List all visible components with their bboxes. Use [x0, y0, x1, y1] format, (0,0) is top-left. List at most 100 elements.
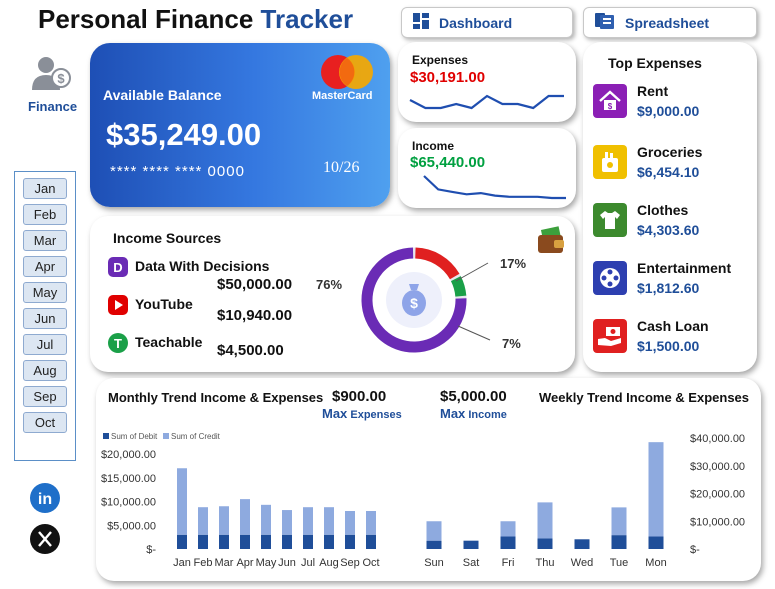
bar-debit	[261, 534, 271, 549]
weekly-trend-title: Weekly Trend Income & Expenses	[539, 390, 750, 405]
shirt-icon	[593, 203, 627, 237]
y-tick-label: $15,000.00	[101, 473, 156, 485]
bar-credit	[240, 499, 250, 535]
bar-credit	[282, 510, 292, 535]
donut-label-left: 76%	[316, 277, 342, 292]
bar-credit	[324, 507, 334, 535]
income-sources-card: Income Sources D Data With Decisions $50,0…	[90, 216, 575, 372]
available-balance-label: Available Balance	[103, 87, 222, 103]
bar-credit	[177, 468, 187, 535]
top-expenses-card: Top Expenses $ Rent $9,000.00 Groceries $6,4…	[583, 42, 757, 372]
x-tick-label: May	[256, 557, 277, 569]
max-expenses-word2: Expenses	[350, 409, 402, 421]
spreadsheet-button[interactable]: Spreadsheet	[583, 7, 757, 38]
month-button-oct[interactable]: Oct	[23, 412, 67, 433]
svg-text:$: $	[410, 295, 418, 311]
income-source-amount: $4,500.00	[217, 342, 284, 359]
y-tick-label: $10,000.00	[690, 516, 745, 528]
max-expenses-word1: Max	[322, 406, 348, 421]
month-button-aug[interactable]: Aug	[23, 360, 67, 381]
income-source-amount: $50,000.00	[217, 276, 293, 293]
x-tick-label: Sun	[424, 557, 444, 569]
income-sources-title: Income Sources	[113, 230, 222, 246]
y-tick-label: $10,000.00	[101, 497, 156, 509]
bar-debit	[282, 534, 292, 549]
top-expense-name: Clothes	[637, 202, 689, 218]
finance-label: Finance	[28, 99, 78, 114]
y-tick-label: $20,000.00	[101, 449, 156, 461]
bar-debit	[240, 534, 250, 549]
month-button-mar[interactable]: Mar	[23, 230, 67, 251]
max-income-value: $5,000.00	[440, 388, 507, 405]
month-button-jul[interactable]: Jul	[23, 334, 67, 355]
youtube-icon	[107, 294, 129, 321]
svg-text:T: T	[114, 336, 122, 351]
x-tick-label: Mar	[215, 557, 234, 569]
mastercard-logo-icon	[316, 54, 378, 97]
finance-user-icon: $	[30, 54, 72, 99]
linkedin-icon[interactable]: in	[29, 482, 61, 519]
film-reel-icon	[593, 261, 627, 295]
x-tick-label: Fri	[502, 557, 515, 569]
top-expense-amount: $1,812.60	[637, 280, 700, 296]
legend-debit-swatch	[103, 433, 109, 439]
income-donut-chart: $ 76% 17% 7%	[316, 247, 526, 353]
x-tick-label: Jun	[278, 557, 296, 569]
bar-credit	[611, 507, 627, 536]
dashboard-label: Dashboard	[439, 14, 513, 31]
card-brand-label: MasterCard	[312, 90, 373, 102]
bar-credit	[500, 521, 516, 537]
top-expense-name: Cash Loan	[637, 318, 709, 334]
trend-charts: Sum of Debit Sum of Credit $- $5,000.00 $10,…	[101, 432, 745, 569]
x-tick-label: Apr	[236, 557, 253, 569]
bar-credit	[345, 511, 355, 535]
month-button-may[interactable]: May	[23, 282, 67, 303]
donut-label-bottom-right: 7%	[502, 336, 521, 351]
month-button-apr[interactable]: Apr	[23, 256, 67, 277]
title-part2: Tracker	[260, 4, 354, 34]
x-tick-label: Sep	[340, 557, 360, 569]
ddd-logo-icon: D	[107, 256, 129, 283]
teachable-icon: T	[107, 332, 129, 359]
y-tick-label: $-	[146, 544, 156, 556]
bar-credit	[198, 507, 208, 535]
legend-credit-swatch	[163, 433, 169, 439]
bar-debit	[345, 534, 355, 549]
month-button-jun[interactable]: Jun	[23, 308, 67, 329]
donut-slice-data-with-decisions	[361, 247, 467, 353]
bar-debit	[574, 539, 590, 549]
bar-debit	[463, 540, 479, 549]
bar-credit	[426, 521, 442, 541]
top-expense-name: Groceries	[637, 144, 703, 160]
svg-text:in: in	[38, 491, 52, 508]
legend-credit-label: Sum of Credit	[171, 432, 221, 441]
y-tick-label: $40,000.00	[690, 433, 745, 445]
top-expenses-title: Top Expenses	[608, 55, 702, 71]
dashboard-button[interactable]: Dashboard	[401, 7, 573, 38]
income-source-name: YouTube	[135, 296, 193, 312]
expenses-sparkline	[409, 94, 564, 110]
income-card: Income $65,440.00	[398, 128, 576, 208]
income-sparkline	[423, 175, 566, 200]
income-amount: $65,440.00	[410, 154, 486, 171]
y-tick-label: $5,000.00	[107, 520, 156, 532]
month-button-sep[interactable]: Sep	[23, 386, 67, 407]
bar-credit	[537, 502, 553, 539]
home-icon: $	[593, 84, 627, 118]
legend-debit-label: Sum of Debit	[111, 432, 158, 441]
hand-cash-icon	[593, 319, 627, 353]
top-expense-amount: $4,303.60	[637, 222, 700, 238]
x-icon[interactable]	[29, 523, 61, 560]
bar-debit	[198, 534, 208, 549]
bar-debit	[324, 534, 334, 549]
top-expense-amount: $1,500.00	[637, 338, 700, 354]
expenses-amount: $30,191.00	[410, 69, 486, 86]
bar-debit	[500, 536, 516, 549]
balance-amount: $35,249.00	[106, 117, 262, 152]
top-expense-amount: $6,454.10	[637, 164, 700, 180]
donut-label-top-right: 17%	[500, 256, 526, 271]
y-tick-label: $-	[690, 544, 700, 556]
month-button-jan[interactable]: Jan	[23, 178, 67, 199]
income-source-amount: $10,940.00	[217, 307, 293, 324]
month-button-feb[interactable]: Feb	[23, 204, 67, 225]
